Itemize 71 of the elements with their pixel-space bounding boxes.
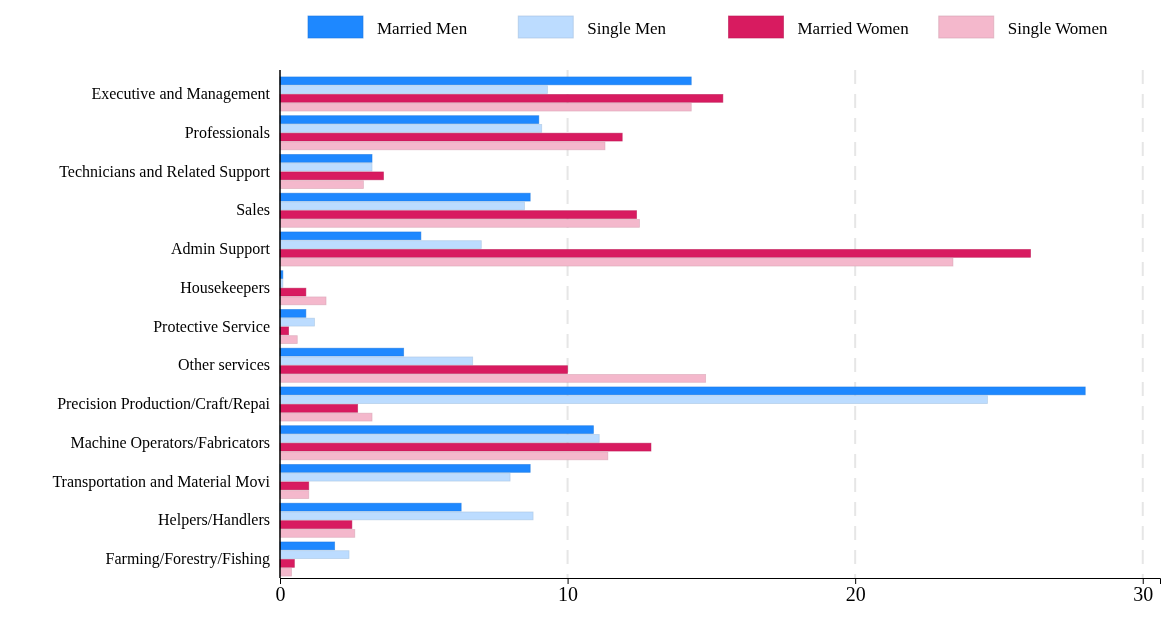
legend-label: Married Women (797, 19, 910, 38)
bar (279, 464, 531, 473)
bar (279, 94, 724, 103)
bar (279, 76, 692, 86)
y-tick-label: Transportation and Material Movi (52, 472, 271, 491)
y-tick-label: Other services (178, 356, 270, 374)
y-tick-label: Helpers/Handlers (158, 511, 270, 530)
bar (279, 550, 350, 559)
bar (279, 472, 511, 482)
bar (279, 502, 462, 512)
y-tick-label: Protective Service (153, 317, 270, 335)
bar (279, 434, 600, 443)
bar (279, 386, 1086, 396)
bar (279, 124, 543, 133)
bar (279, 529, 356, 538)
bar (279, 115, 540, 124)
legend-label: Single Women (1007, 19, 1109, 38)
legend-label: Single Men (587, 19, 667, 38)
bar (279, 347, 405, 357)
y-tick-label: Sales (236, 201, 270, 219)
y-tick-label: Precision Production/Craft/Repai (57, 395, 271, 414)
bar (279, 567, 292, 577)
bar (279, 180, 364, 189)
bar (279, 287, 307, 297)
y-tick-label: Technicians and Related Support (59, 162, 271, 181)
bar (279, 395, 988, 404)
bar (279, 404, 359, 413)
bar (279, 171, 384, 181)
bar (279, 374, 707, 383)
bar (279, 442, 652, 452)
y-tick-label: Housekeepers (180, 278, 270, 297)
bar (279, 162, 373, 172)
bar (279, 219, 640, 228)
x-tick-label: 30 (1133, 583, 1154, 606)
bar (279, 154, 373, 163)
bar (279, 520, 353, 529)
y-tick-label: Machine Operators/Fabricators (70, 433, 270, 452)
bar (279, 210, 637, 219)
bar (279, 559, 295, 568)
bar (279, 231, 422, 241)
y-tick-label: Professionals (184, 123, 270, 141)
bar (279, 451, 609, 461)
bar (279, 317, 315, 327)
bar (279, 192, 531, 202)
bar (279, 132, 623, 142)
y-tick-label: Executive and Management (91, 85, 271, 104)
bar (279, 240, 482, 249)
bar (279, 541, 336, 551)
bar (279, 296, 327, 306)
bar (279, 102, 692, 112)
bar (279, 356, 474, 366)
bar (279, 257, 954, 267)
bar (279, 490, 310, 499)
legend-label: Married Men (377, 19, 468, 38)
bar (279, 335, 298, 344)
x-tick-label: 20 (845, 583, 866, 606)
bar (279, 201, 525, 211)
y-tick-label: Farming/Forestry/Fishing (105, 550, 270, 569)
x-tick-label: 10 (558, 583, 579, 606)
bar (279, 365, 568, 374)
bar (279, 141, 606, 151)
bar (279, 481, 310, 491)
y-tick-label: Admin Support (170, 240, 271, 259)
bar (279, 309, 307, 318)
bar (279, 326, 290, 336)
bar (279, 249, 1031, 258)
bar (279, 425, 594, 434)
bar (279, 412, 373, 422)
bar (279, 511, 534, 521)
bar (279, 85, 548, 94)
x-tick-label: 0 (275, 583, 286, 606)
